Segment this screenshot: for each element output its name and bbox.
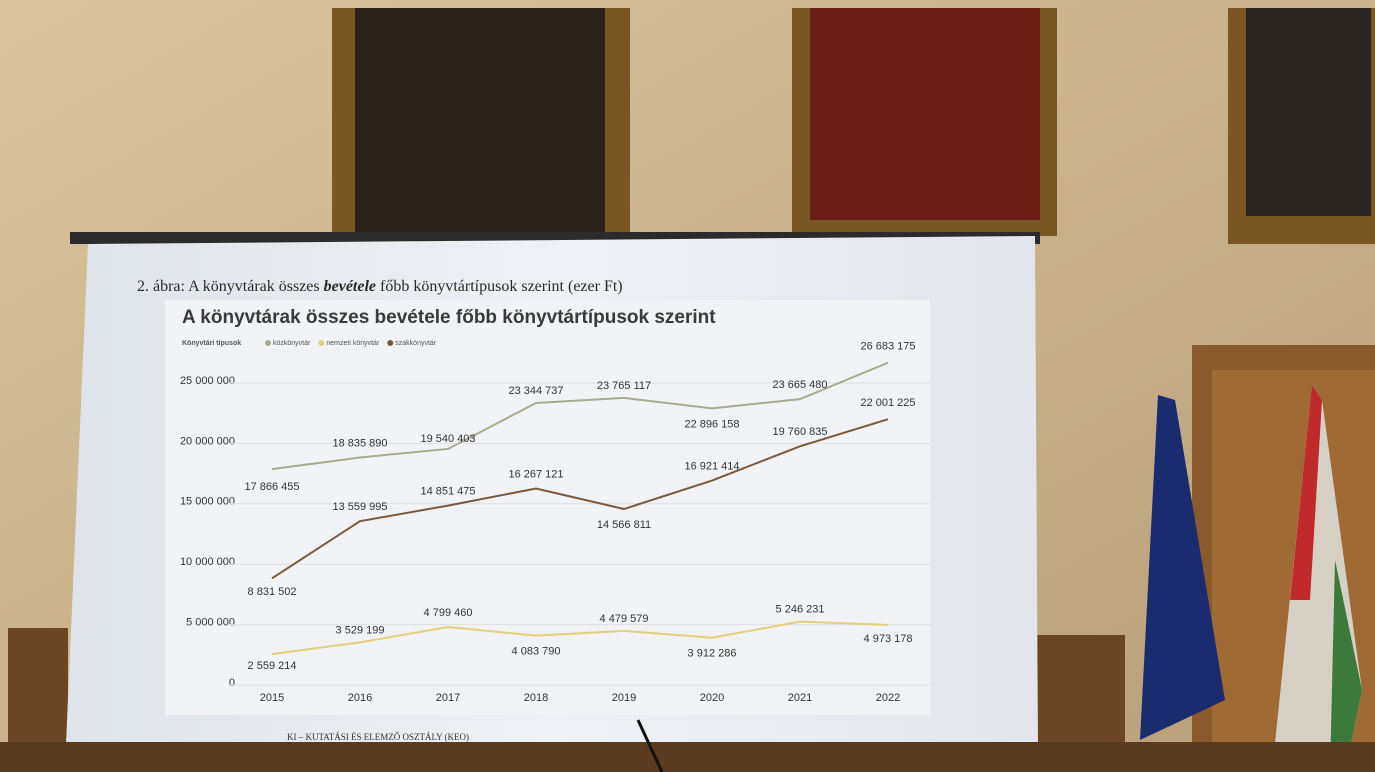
data-label: 14 851 475 <box>420 486 475 498</box>
scene: 2. ábra: A könyvtárak összes bevétele fő… <box>0 0 1375 772</box>
data-label: 4 973 178 <box>864 633 913 645</box>
legend-swatch <box>265 340 271 346</box>
legend-label: szakkönyvtár <box>395 340 437 347</box>
data-label: 2 559 214 <box>248 660 297 672</box>
y-tick-label: 15 000 000 <box>180 496 235 508</box>
caption-emphasis: bevétele <box>324 278 376 295</box>
data-label: 14 566 811 <box>597 519 651 531</box>
data-label: 3 912 286 <box>688 648 737 660</box>
x-tick-label: 2021 <box>788 692 812 704</box>
legend-swatch <box>387 340 393 346</box>
data-label: 23 765 117 <box>597 380 651 392</box>
data-label: 13 559 995 <box>332 501 387 513</box>
painting <box>1246 8 1371 216</box>
data-label: 5 246 231 <box>776 604 825 616</box>
data-label: 17 866 455 <box>244 481 299 493</box>
data-label: 22 001 225 <box>860 397 915 409</box>
legend-label: nemzeti könyvtár <box>326 340 380 347</box>
x-tick-label: 2019 <box>612 692 636 704</box>
x-tick-label: 2016 <box>348 692 372 704</box>
slide-footer: KI – KUTATÁSI ÉS ELEMZŐ OSZTÁLY (KEO) <box>287 732 469 742</box>
y-tick-label: 5 000 000 <box>186 617 235 629</box>
data-label: 8 831 502 <box>248 586 297 598</box>
x-tick-label: 2018 <box>524 692 548 704</box>
data-label: 23 344 737 <box>508 385 563 397</box>
data-label: 26 683 175 <box>860 341 915 353</box>
data-label: 23 665 480 <box>772 379 827 391</box>
data-label: 18 835 890 <box>332 437 387 449</box>
data-label: 16 267 121 <box>508 468 563 480</box>
caption-part: főbb könyvtártípusok szerint (ezer Ft) <box>376 278 623 295</box>
data-label: 4 799 460 <box>424 607 473 619</box>
lectern <box>1035 635 1125 750</box>
x-tick-label: 2017 <box>436 692 460 704</box>
slide-caption: 2. ábra: A könyvtárak összes bevétele fő… <box>137 278 623 295</box>
data-label: 19 540 403 <box>420 433 475 445</box>
x-tick-label: 2020 <box>700 692 724 704</box>
data-label: 4 479 579 <box>600 613 649 625</box>
y-tick-label: 20 000 000 <box>180 435 235 447</box>
y-tick-label: 0 <box>229 677 235 689</box>
data-label: 22 896 158 <box>684 418 739 430</box>
legend-label: közkönyvtár <box>273 340 311 347</box>
x-tick-label: 2015 <box>260 692 284 704</box>
painting <box>810 8 1040 220</box>
data-label: 4 083 790 <box>512 646 561 658</box>
chart-title: A könyvtárak összes bevétele főbb könyvt… <box>182 307 716 328</box>
legend-swatch <box>318 340 324 346</box>
y-tick-label: 25 000 000 <box>180 375 235 387</box>
data-label: 16 921 414 <box>684 460 739 472</box>
y-tick-label: 10 000 000 <box>180 556 235 568</box>
page: 2. ábra: A könyvtárak összes bevétele fő… <box>0 0 1375 772</box>
x-tick-label: 2022 <box>876 692 900 704</box>
data-label: 19 760 835 <box>772 426 827 438</box>
data-label: 3 529 199 <box>336 624 385 636</box>
caption-part: 2. ábra: A könyvtárak összes <box>137 278 324 295</box>
painting <box>355 8 605 233</box>
furniture <box>8 628 68 743</box>
legend-title: Könyvtári típusok <box>182 340 241 347</box>
desk <box>0 742 1375 772</box>
